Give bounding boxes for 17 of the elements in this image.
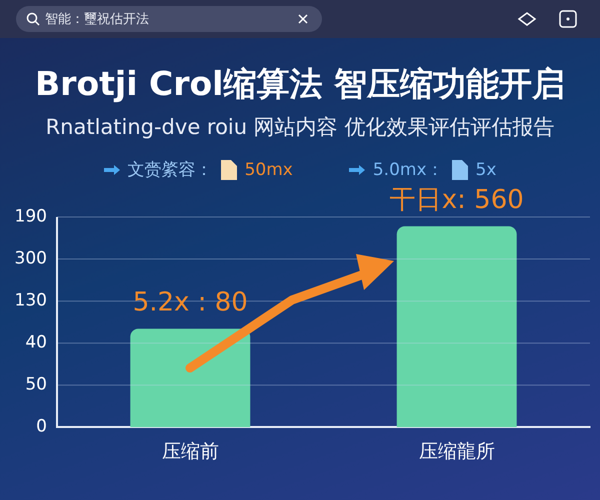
x-tick-label: 压缩龍所 [418,440,495,463]
text: 300 [14,248,47,268]
text: 智能：璽祝估开法 [45,11,149,28]
text: 5x [476,160,496,180]
chart-subtitle: Rnatlating-dve roiu 网站内容 优化效果评估评估报告 [44,114,556,141]
text: 130 [14,290,47,310]
text: 50mx [244,160,293,180]
text: 50 [25,374,47,395]
text: 190 [14,206,47,226]
text: 文赍綮容： [128,159,213,181]
text: 干日x: 560 [390,184,524,215]
text: 0 [36,416,47,437]
x-tick-label: 压缩前 [162,440,219,463]
chart-title: Brotji Crol缩算法 智压缩功能开启 [34,63,566,105]
annotation: 5.2x : 80 [132,287,248,318]
text: 5.0mx： [372,159,444,181]
text: 40 [25,332,47,353]
